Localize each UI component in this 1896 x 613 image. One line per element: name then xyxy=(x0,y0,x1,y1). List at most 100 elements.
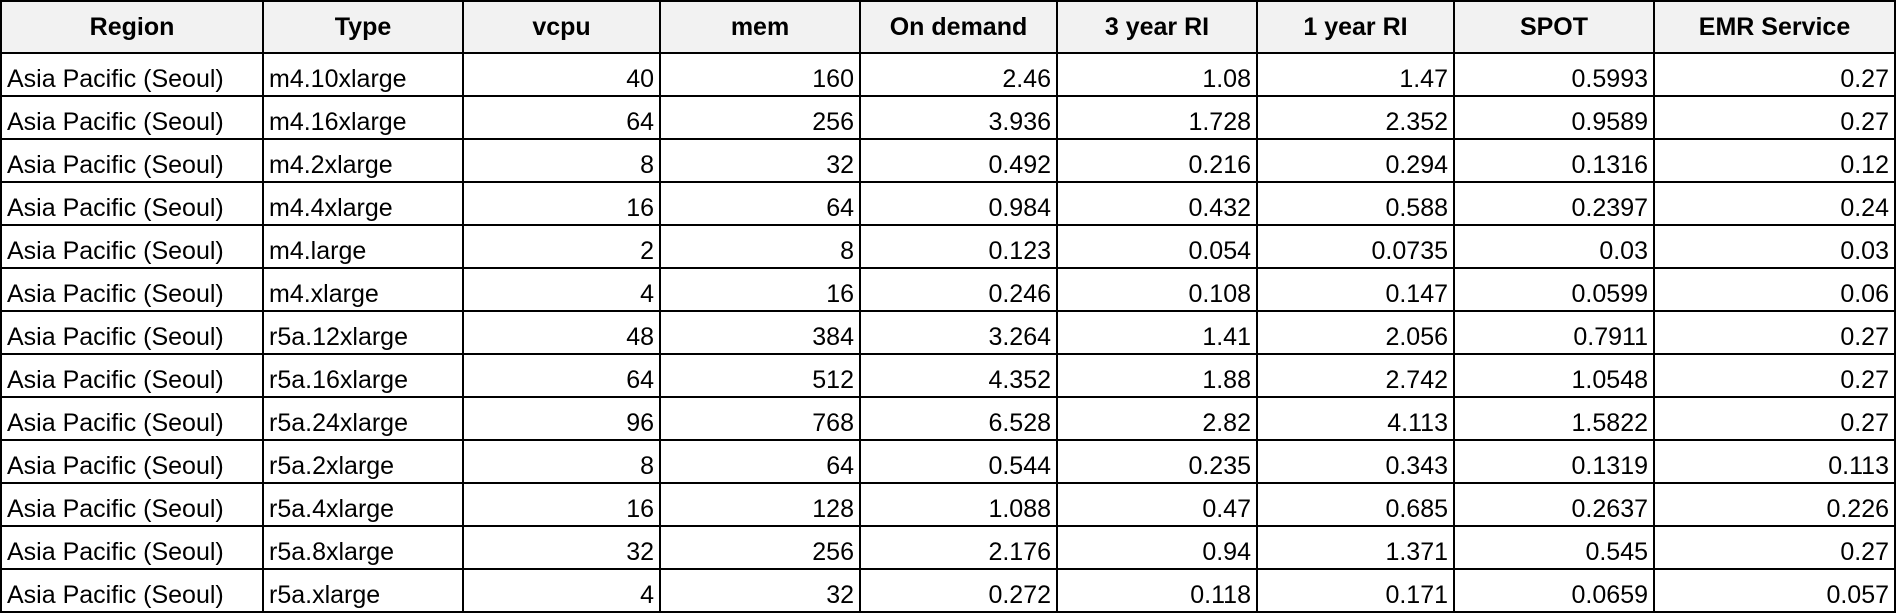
header-on-demand[interactable]: On demand xyxy=(859,0,1058,54)
cell-type[interactable]: r5a.4xlarge xyxy=(262,482,464,527)
cell-3-year-ri[interactable]: 0.054 xyxy=(1056,224,1258,269)
cell-spot[interactable]: 1.0548 xyxy=(1453,353,1655,398)
cell-spot[interactable]: 0.1316 xyxy=(1453,138,1655,183)
header-1-year-ri[interactable]: 1 year RI xyxy=(1256,0,1455,54)
cell-3-year-ri[interactable]: 1.41 xyxy=(1056,310,1258,355)
cell-mem[interactable]: 256 xyxy=(659,525,861,570)
cell-1-year-ri[interactable]: 0.171 xyxy=(1256,568,1455,613)
cell-on-demand[interactable]: 2.176 xyxy=(859,525,1058,570)
cell-mem[interactable]: 8 xyxy=(659,224,861,269)
cell-1-year-ri[interactable]: 1.47 xyxy=(1256,52,1455,97)
cell-vcpu[interactable]: 32 xyxy=(462,525,661,570)
cell-mem[interactable]: 16 xyxy=(659,267,861,312)
cell-3-year-ri[interactable]: 1.728 xyxy=(1056,95,1258,140)
cell-vcpu[interactable]: 40 xyxy=(462,52,661,97)
cell-region[interactable]: Asia Pacific (Seoul) xyxy=(0,525,264,570)
cell-vcpu[interactable]: 16 xyxy=(462,482,661,527)
cell-mem[interactable]: 160 xyxy=(659,52,861,97)
cell-vcpu[interactable]: 64 xyxy=(462,95,661,140)
cell-type[interactable]: r5a.12xlarge xyxy=(262,310,464,355)
cell-emr-service[interactable]: 0.06 xyxy=(1653,267,1896,312)
cell-type[interactable]: m4.xlarge xyxy=(262,267,464,312)
cell-vcpu[interactable]: 16 xyxy=(462,181,661,226)
cell-on-demand[interactable]: 4.352 xyxy=(859,353,1058,398)
cell-vcpu[interactable]: 8 xyxy=(462,138,661,183)
cell-emr-service[interactable]: 0.27 xyxy=(1653,95,1896,140)
header-spot[interactable]: SPOT xyxy=(1453,0,1655,54)
cell-mem[interactable]: 256 xyxy=(659,95,861,140)
cell-region[interactable]: Asia Pacific (Seoul) xyxy=(0,396,264,441)
cell-1-year-ri[interactable]: 2.056 xyxy=(1256,310,1455,355)
cell-1-year-ri[interactable]: 0.294 xyxy=(1256,138,1455,183)
cell-mem[interactable]: 64 xyxy=(659,439,861,484)
cell-mem[interactable]: 32 xyxy=(659,138,861,183)
cell-emr-service[interactable]: 0.057 xyxy=(1653,568,1896,613)
header-mem[interactable]: mem xyxy=(659,0,861,54)
cell-3-year-ri[interactable]: 0.94 xyxy=(1056,525,1258,570)
cell-region[interactable]: Asia Pacific (Seoul) xyxy=(0,439,264,484)
cell-1-year-ri[interactable]: 2.742 xyxy=(1256,353,1455,398)
cell-3-year-ri[interactable]: 0.235 xyxy=(1056,439,1258,484)
cell-spot[interactable]: 0.545 xyxy=(1453,525,1655,570)
cell-mem[interactable]: 512 xyxy=(659,353,861,398)
cell-region[interactable]: Asia Pacific (Seoul) xyxy=(0,138,264,183)
cell-type[interactable]: m4.large xyxy=(262,224,464,269)
cell-region[interactable]: Asia Pacific (Seoul) xyxy=(0,267,264,312)
cell-vcpu[interactable]: 64 xyxy=(462,353,661,398)
cell-emr-service[interactable]: 0.12 xyxy=(1653,138,1896,183)
header-emr-service[interactable]: EMR Service xyxy=(1653,0,1896,54)
cell-mem[interactable]: 64 xyxy=(659,181,861,226)
cell-1-year-ri[interactable]: 1.371 xyxy=(1256,525,1455,570)
header-3-year-ri[interactable]: 3 year RI xyxy=(1056,0,1258,54)
cell-mem[interactable]: 768 xyxy=(659,396,861,441)
cell-3-year-ri[interactable]: 0.47 xyxy=(1056,482,1258,527)
cell-spot[interactable]: 0.0599 xyxy=(1453,267,1655,312)
cell-region[interactable]: Asia Pacific (Seoul) xyxy=(0,95,264,140)
cell-region[interactable]: Asia Pacific (Seoul) xyxy=(0,568,264,613)
cell-on-demand[interactable]: 1.088 xyxy=(859,482,1058,527)
cell-3-year-ri[interactable]: 1.08 xyxy=(1056,52,1258,97)
cell-region[interactable]: Asia Pacific (Seoul) xyxy=(0,482,264,527)
header-vcpu[interactable]: vcpu xyxy=(462,0,661,54)
cell-type[interactable]: r5a.2xlarge xyxy=(262,439,464,484)
cell-1-year-ri[interactable]: 0.588 xyxy=(1256,181,1455,226)
cell-3-year-ri[interactable]: 2.82 xyxy=(1056,396,1258,441)
cell-region[interactable]: Asia Pacific (Seoul) xyxy=(0,224,264,269)
cell-1-year-ri[interactable]: 2.352 xyxy=(1256,95,1455,140)
cell-on-demand[interactable]: 3.264 xyxy=(859,310,1058,355)
cell-mem[interactable]: 128 xyxy=(659,482,861,527)
cell-region[interactable]: Asia Pacific (Seoul) xyxy=(0,52,264,97)
cell-emr-service[interactable]: 0.24 xyxy=(1653,181,1896,226)
cell-spot[interactable]: 0.2397 xyxy=(1453,181,1655,226)
cell-3-year-ri[interactable]: 0.118 xyxy=(1056,568,1258,613)
cell-vcpu[interactable]: 96 xyxy=(462,396,661,441)
cell-on-demand[interactable]: 0.544 xyxy=(859,439,1058,484)
cell-on-demand[interactable]: 2.46 xyxy=(859,52,1058,97)
cell-on-demand[interactable]: 0.492 xyxy=(859,138,1058,183)
cell-3-year-ri[interactable]: 0.108 xyxy=(1056,267,1258,312)
cell-1-year-ri[interactable]: 0.0735 xyxy=(1256,224,1455,269)
cell-3-year-ri[interactable]: 1.88 xyxy=(1056,353,1258,398)
cell-on-demand[interactable]: 0.246 xyxy=(859,267,1058,312)
cell-spot[interactable]: 0.7911 xyxy=(1453,310,1655,355)
cell-region[interactable]: Asia Pacific (Seoul) xyxy=(0,353,264,398)
cell-3-year-ri[interactable]: 0.216 xyxy=(1056,138,1258,183)
cell-type[interactable]: m4.4xlarge xyxy=(262,181,464,226)
cell-vcpu[interactable]: 48 xyxy=(462,310,661,355)
cell-type[interactable]: r5a.16xlarge xyxy=(262,353,464,398)
cell-emr-service[interactable]: 0.03 xyxy=(1653,224,1896,269)
cell-type[interactable]: m4.10xlarge xyxy=(262,52,464,97)
cell-spot[interactable]: 0.2637 xyxy=(1453,482,1655,527)
header-region[interactable]: Region xyxy=(0,0,264,54)
cell-emr-service[interactable]: 0.113 xyxy=(1653,439,1896,484)
cell-1-year-ri[interactable]: 0.343 xyxy=(1256,439,1455,484)
cell-mem[interactable]: 384 xyxy=(659,310,861,355)
cell-type[interactable]: m4.2xlarge xyxy=(262,138,464,183)
cell-emr-service[interactable]: 0.27 xyxy=(1653,310,1896,355)
cell-type[interactable]: r5a.xlarge xyxy=(262,568,464,613)
cell-mem[interactable]: 32 xyxy=(659,568,861,613)
cell-spot[interactable]: 0.5993 xyxy=(1453,52,1655,97)
cell-1-year-ri[interactable]: 4.113 xyxy=(1256,396,1455,441)
cell-spot[interactable]: 0.0659 xyxy=(1453,568,1655,613)
cell-3-year-ri[interactable]: 0.432 xyxy=(1056,181,1258,226)
